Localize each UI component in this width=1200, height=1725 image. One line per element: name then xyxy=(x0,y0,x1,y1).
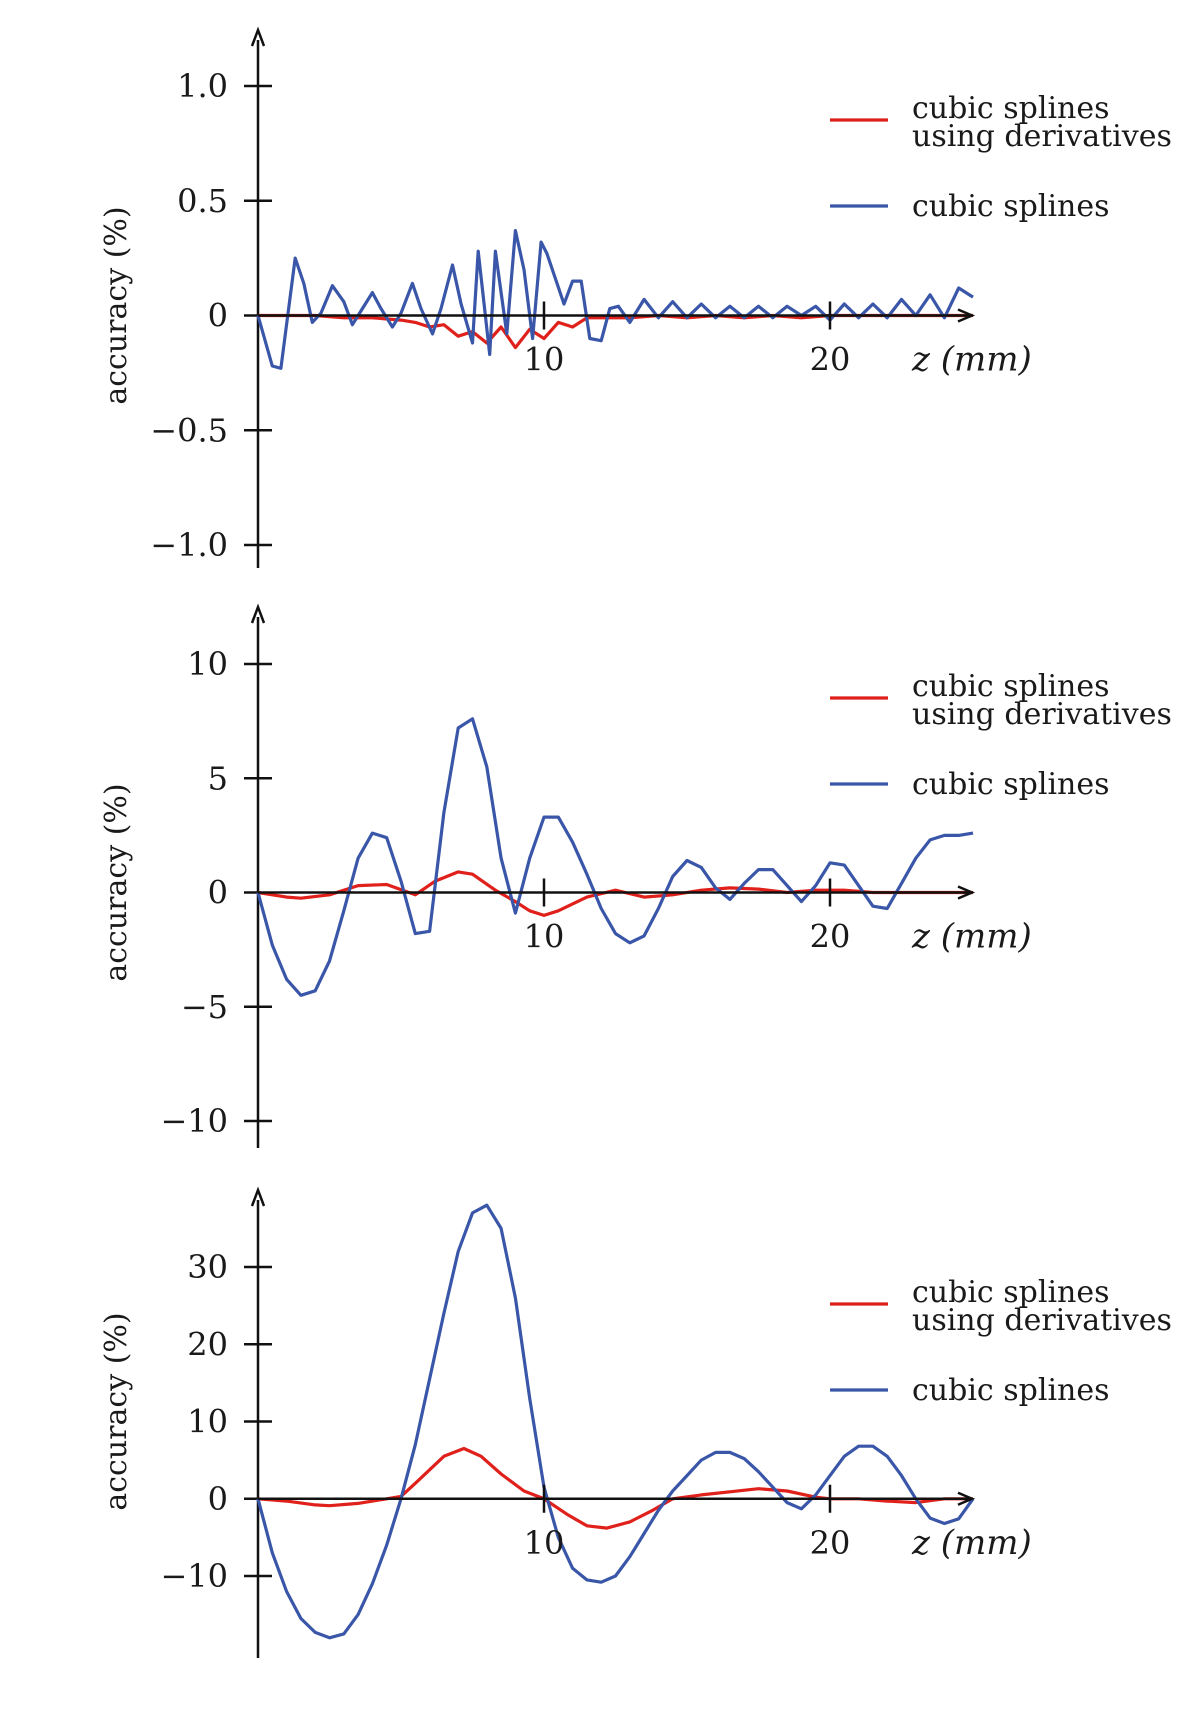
y-tick-label: 0.5 xyxy=(177,182,228,220)
x-tick-label: 10 xyxy=(524,1524,565,1562)
legend-label: cubic splines using derivatives xyxy=(912,91,1172,154)
x-axis-arrow xyxy=(957,308,976,323)
x-axis-title: z (mm) xyxy=(911,1523,1032,1563)
y-tick-label: 20 xyxy=(187,1325,228,1363)
x-tick-label: 20 xyxy=(810,341,851,379)
y-tick-label: 5 xyxy=(208,759,228,797)
chart-panel-1: 1.0 0.5 0 −0.5 −1.0 accuracy (%) 10 20 z (mm) cub… xyxy=(99,26,1172,568)
x-axis-arrow xyxy=(957,1491,976,1506)
y-axis-title: accuracy (%) xyxy=(99,1312,134,1510)
y-tick-label: 10 xyxy=(187,645,228,683)
y-tick-label: 30 xyxy=(187,1248,228,1286)
chart-panel-3: 30 20 10 0 −10 accuracy (%) 10 20 z (mm) cubic sp… xyxy=(99,1186,1172,1658)
x-axis-arrow xyxy=(957,885,976,900)
chart-panel-2: 10 5 0 −5 −10 accuracy (%) 10 20 z (mm) cubic spl… xyxy=(99,603,1172,1148)
y-tick-label: 10 xyxy=(187,1403,228,1441)
legend-label-line: using derivatives xyxy=(912,119,1172,154)
y-tick-label: −0.5 xyxy=(150,411,228,449)
y-axis-arrow xyxy=(250,26,266,47)
y-tick-label: 0 xyxy=(208,297,228,335)
legend-label-line: cubic splines xyxy=(912,1275,1110,1310)
y-axis-title: accuracy (%) xyxy=(99,783,134,981)
series-line-cubic-splines-derivatives xyxy=(258,313,973,350)
legend-label-line: cubic splines xyxy=(912,669,1110,704)
y-axis-arrow xyxy=(250,603,266,624)
legend-label: cubic splines using derivatives xyxy=(912,669,1172,732)
x-axis-title: z (mm) xyxy=(911,340,1032,380)
y-tick-label: −5 xyxy=(181,988,228,1026)
legend-label: cubic splines using derivatives xyxy=(912,1275,1172,1338)
y-tick-label: 0 xyxy=(208,1480,228,1518)
legend-label: cubic splines xyxy=(912,189,1110,224)
legend-label: cubic splines xyxy=(912,767,1110,802)
series-line-cubic-splines xyxy=(256,1203,975,1640)
series-line-cubic-splines xyxy=(256,717,974,997)
series-line-cubic-splines-derivatives xyxy=(257,870,973,918)
y-axis-title: accuracy (%) xyxy=(99,206,134,404)
legend-label-line: using derivatives xyxy=(912,1303,1172,1338)
y-axis-arrow xyxy=(250,1186,266,1207)
legend-label-line: using derivatives xyxy=(912,697,1172,732)
y-tick-label: −10 xyxy=(160,1102,228,1140)
series-line-cubic-splines xyxy=(256,229,974,370)
y-tick-label: −1.0 xyxy=(150,526,228,564)
y-tick-label: −10 xyxy=(160,1557,228,1595)
y-tick-label: 1.0 xyxy=(177,67,228,105)
y-tick-label: 0 xyxy=(208,874,228,912)
x-tick-label: 20 xyxy=(810,918,851,956)
x-tick-label: 10 xyxy=(524,918,565,956)
legend-label: cubic splines xyxy=(912,1373,1110,1408)
x-tick-label: 10 xyxy=(524,341,565,379)
x-axis-title: z (mm) xyxy=(911,917,1032,957)
legend-label-line: cubic splines xyxy=(912,91,1110,126)
x-tick-label: 20 xyxy=(810,1524,851,1562)
series-line-cubic-splines-derivatives xyxy=(257,1446,973,1530)
